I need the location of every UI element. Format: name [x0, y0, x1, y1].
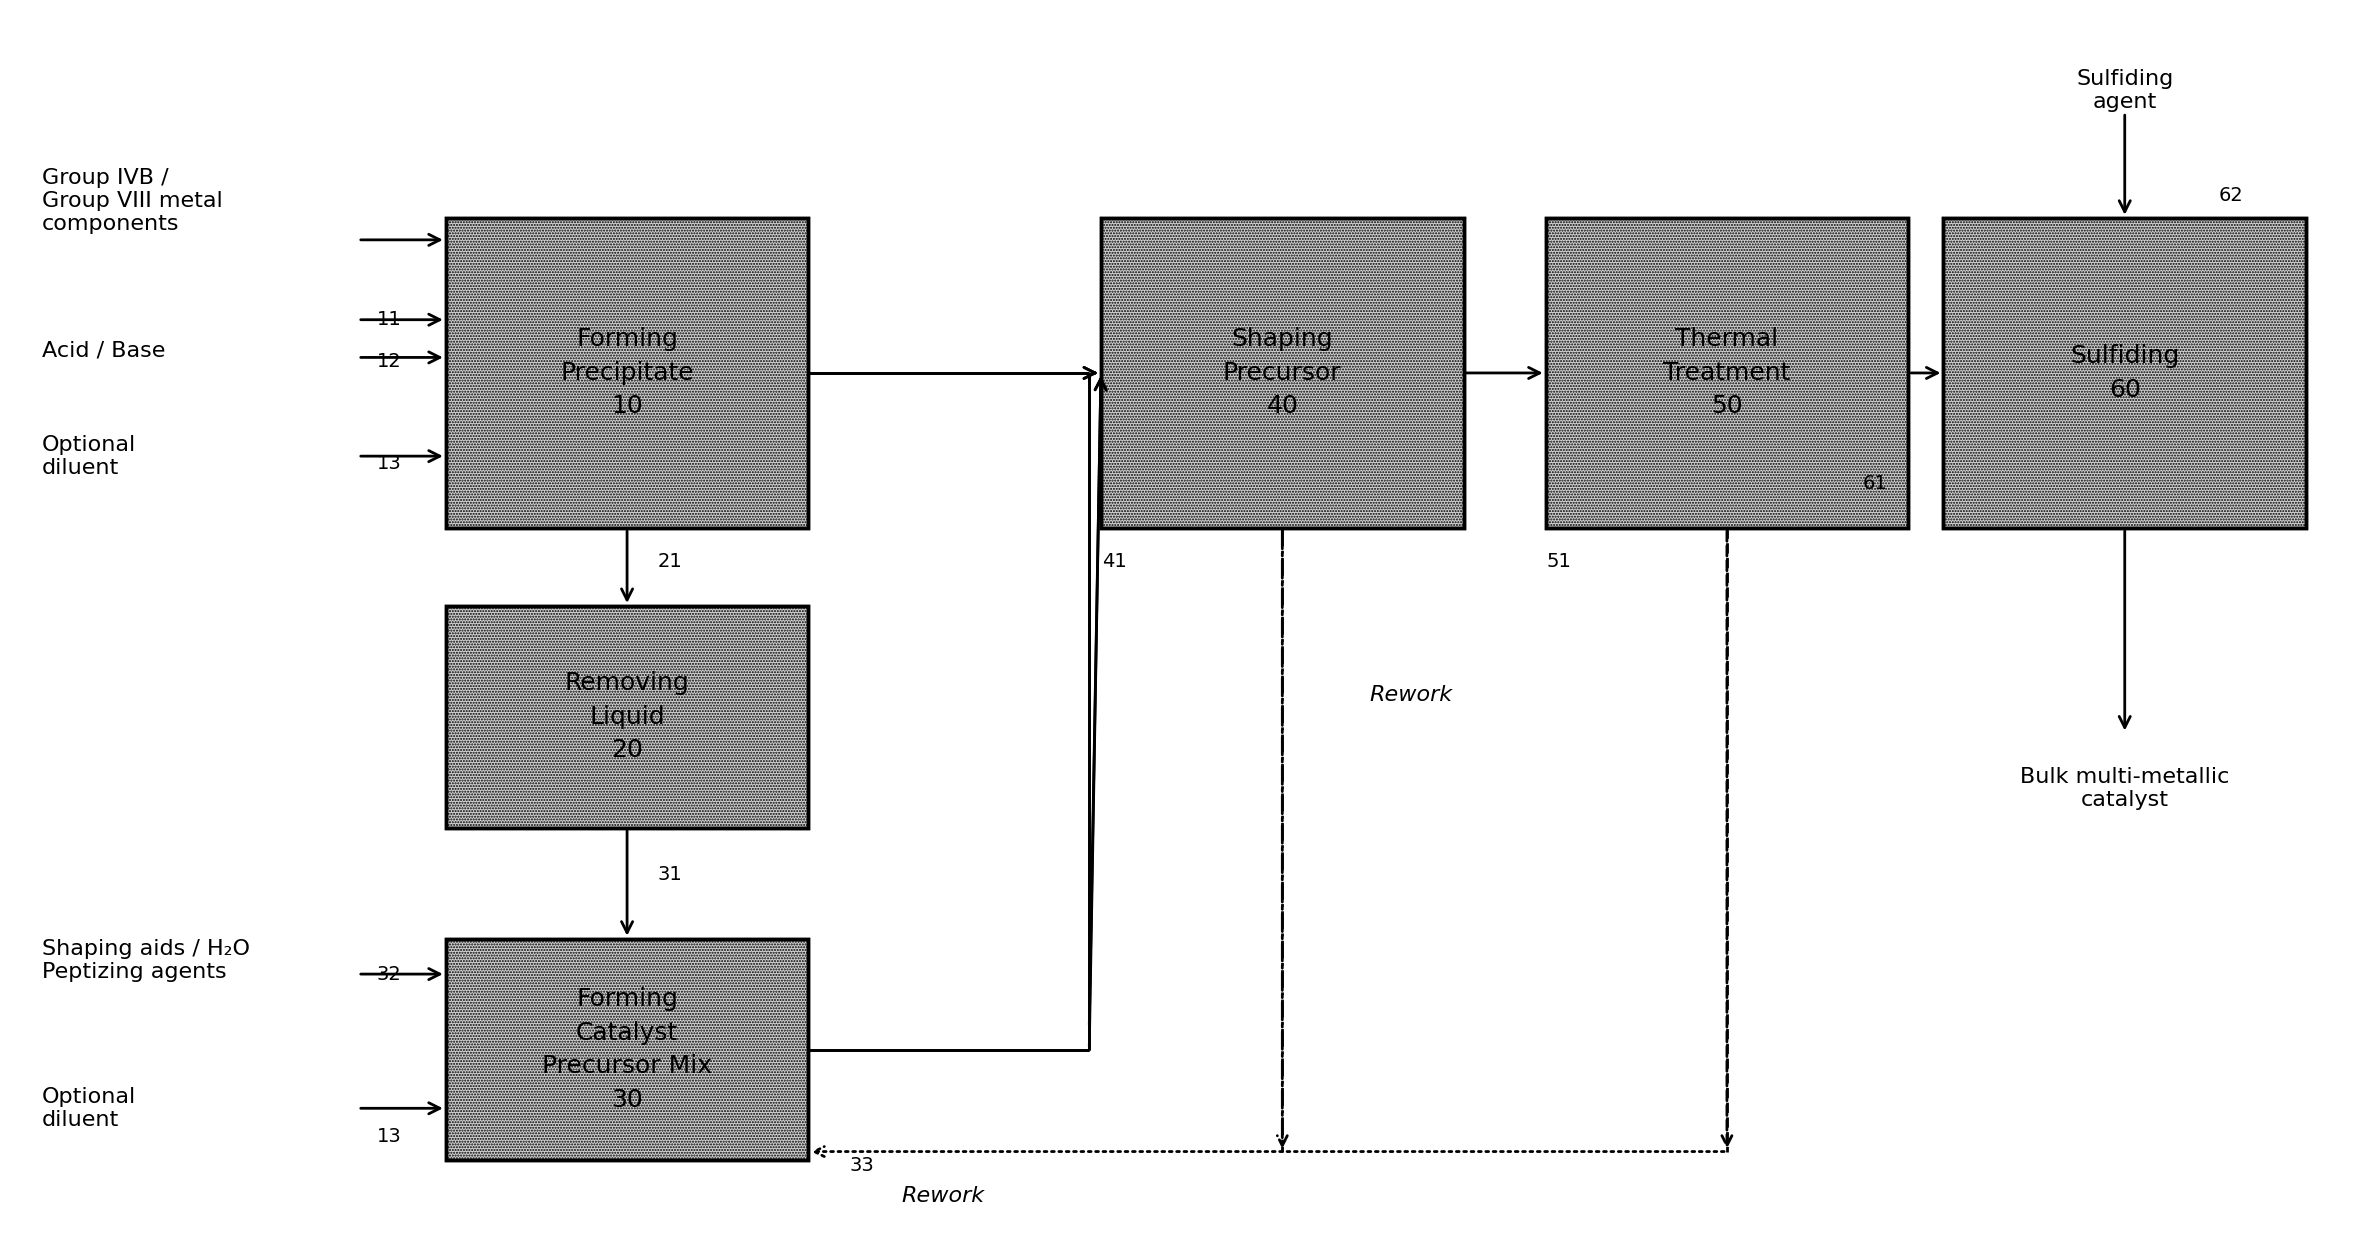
Bar — [445, 606, 807, 828]
Text: Optional
diluent: Optional diluent — [42, 1087, 137, 1130]
Text: Thermal
Treatment
50: Thermal Treatment 50 — [1664, 327, 1791, 418]
Bar — [445, 939, 807, 1160]
Text: 33: 33 — [850, 1157, 873, 1175]
Bar — [1944, 218, 2307, 528]
Text: Rework: Rework — [902, 1186, 984, 1206]
Text: 41: 41 — [1102, 552, 1128, 571]
Text: Removing
Liquid
20: Removing Liquid 20 — [565, 671, 690, 762]
Text: Acid / Base: Acid / Base — [42, 341, 165, 361]
Text: Optional
diluent: Optional diluent — [42, 435, 137, 478]
Bar — [445, 606, 807, 828]
Text: Forming
Precipitate
10: Forming Precipitate 10 — [560, 327, 694, 418]
Bar — [1547, 218, 1909, 528]
Bar — [1944, 218, 2307, 528]
Bar — [445, 218, 807, 528]
Text: 11: 11 — [377, 310, 403, 329]
Text: 13: 13 — [377, 454, 403, 473]
Text: 62: 62 — [2217, 186, 2243, 205]
Text: 13: 13 — [377, 1127, 403, 1145]
Bar — [1102, 218, 1464, 528]
Text: Shaping aids / H₂O
Peptizing agents: Shaping aids / H₂O Peptizing agents — [42, 939, 250, 982]
Bar — [1102, 218, 1464, 528]
Text: Forming
Catalyst
Precursor Mix
30: Forming Catalyst Precursor Mix 30 — [541, 987, 711, 1112]
Text: 51: 51 — [1547, 552, 1572, 571]
Text: Rework: Rework — [1370, 685, 1452, 705]
Bar — [445, 939, 807, 1160]
Bar — [1547, 218, 1909, 528]
Bar — [445, 218, 807, 528]
Text: Group IVB /
Group VIII metal
components: Group IVB / Group VIII metal components — [42, 168, 224, 234]
Text: 12: 12 — [377, 352, 403, 371]
Text: 31: 31 — [657, 865, 683, 884]
Text: Bulk multi-metallic
catalyst: Bulk multi-metallic catalyst — [2020, 767, 2229, 810]
Text: 32: 32 — [377, 965, 403, 984]
Text: Shaping
Precursor
40: Shaping Precursor 40 — [1224, 327, 1342, 418]
Text: Sulfiding
60: Sulfiding 60 — [2069, 344, 2180, 402]
Text: Sulfiding
agent: Sulfiding agent — [2076, 68, 2173, 112]
Text: 21: 21 — [657, 552, 683, 571]
Text: 61: 61 — [1862, 474, 1888, 493]
